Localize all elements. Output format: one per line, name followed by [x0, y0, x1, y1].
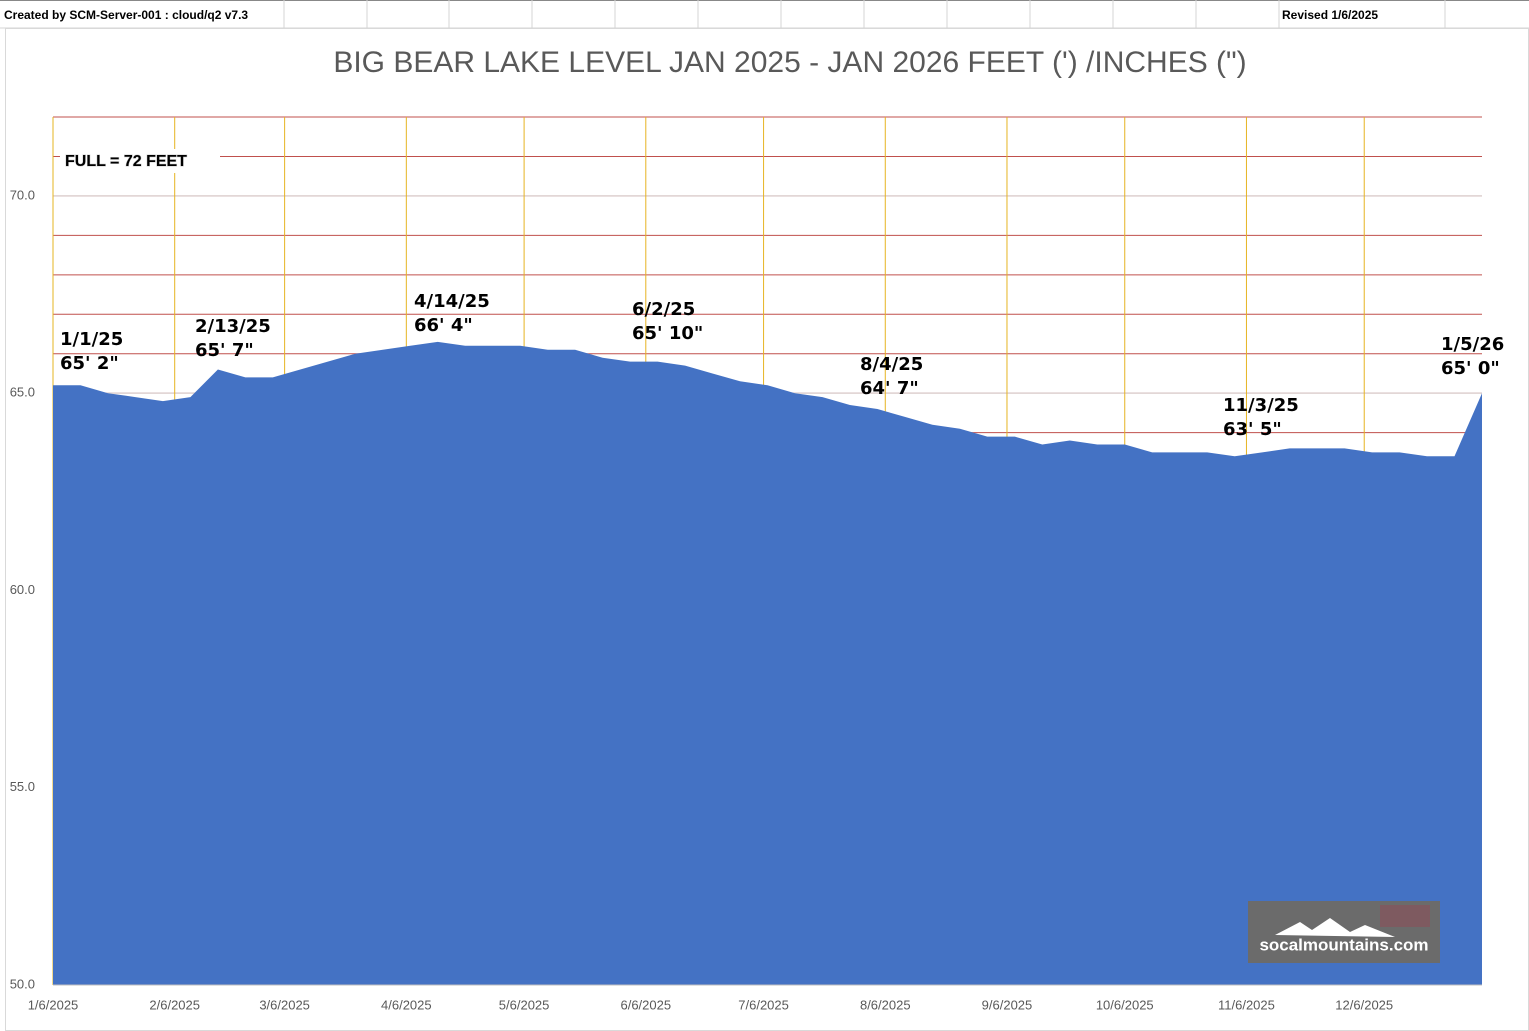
chart-title: BIG BEAR LAKE LEVEL JAN 2025 - JAN 2026 … [333, 46, 1246, 79]
area [53, 341, 1482, 985]
y-tick-label: 65.0 [10, 385, 35, 400]
plot-area [52, 116, 1482, 986]
x-tick-label: 11/6/2025 [1218, 997, 1275, 1012]
annotation: 6/2/25 [632, 299, 695, 320]
note-box [60, 149, 220, 173]
annotation: 65' 2" [60, 353, 119, 374]
x-tick-label: 12/6/2025 [1335, 997, 1393, 1012]
full-note: FULL = 72 FEET [65, 153, 187, 170]
created-text: Created by SCM-Server-001 : cloud/q2 v7.… [4, 8, 248, 22]
y-tick-label: 70.0 [10, 187, 35, 202]
x-tick-label: 3/6/2025 [259, 997, 310, 1012]
x-tick-label: 10/6/2025 [1096, 997, 1154, 1012]
y-tick-label: 50.0 [10, 976, 35, 991]
annotation: 66' 4" [414, 315, 473, 336]
annotation: 2/13/25 [195, 316, 271, 337]
y-tick-label: 60.0 [10, 582, 35, 597]
annotation: 65' 0" [1441, 358, 1500, 379]
x-tick-label: 6/6/2025 [620, 997, 671, 1012]
x-tick-label: 5/6/2025 [499, 997, 550, 1012]
x-tick-label: 1/6/2025 [28, 997, 79, 1012]
annotation: 65' 10" [632, 323, 703, 344]
watermark: socalmountains.com [1259, 935, 1428, 954]
y-tick-label: 55.0 [10, 779, 35, 794]
x-tick-label: 4/6/2025 [381, 997, 432, 1012]
annotation: 64' 7" [860, 378, 919, 399]
x-tick-label: 7/6/2025 [738, 997, 789, 1012]
x-tick-label: 9/6/2025 [982, 997, 1033, 1012]
annotation: 1/5/26 [1441, 334, 1504, 355]
annotation: 11/3/25 [1223, 395, 1299, 416]
x-tick-label: 2/6/2025 [149, 997, 200, 1012]
annotation: 1/1/25 [60, 329, 123, 350]
annotation: 63' 5" [1223, 419, 1282, 440]
revised-text: Revised 1/6/2025 [1282, 8, 1378, 22]
x-tick-label: 8/6/2025 [860, 997, 911, 1012]
annotation: 8/4/25 [860, 354, 923, 375]
annotation: 65' 7" [195, 340, 254, 361]
logo [1248, 901, 1440, 963]
annotation: 4/14/25 [414, 291, 490, 312]
